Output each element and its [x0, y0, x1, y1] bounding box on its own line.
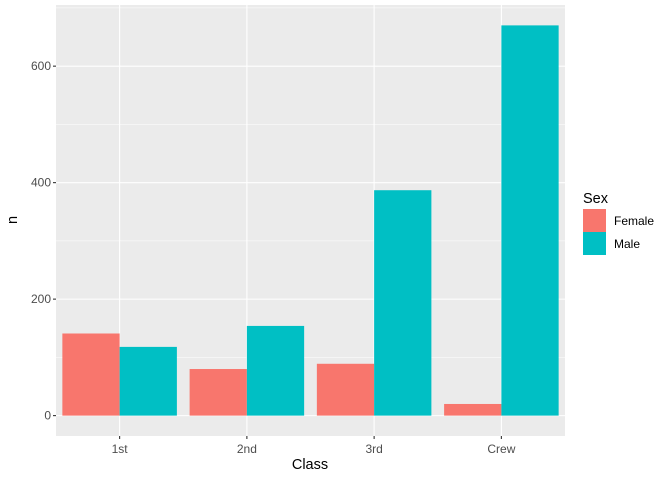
- x-tick-label: Crew: [487, 442, 515, 456]
- y-tick-label: 400: [31, 176, 51, 190]
- y-tick-label: 0: [44, 409, 51, 423]
- bar-male-1st: [119, 346, 177, 416]
- bar-female-2nd: [189, 369, 247, 416]
- y-tick-label: 200: [31, 292, 51, 306]
- x-axis: 1st 2nd 3rd Crew: [112, 436, 516, 456]
- x-tick-label: 1st: [112, 442, 129, 456]
- x-tick-label: 3rd: [365, 442, 382, 456]
- bar-male-crew: [501, 25, 559, 416]
- legend-label-female: Female: [614, 214, 654, 228]
- y-axis-title: n: [5, 216, 21, 224]
- legend-key-female: [583, 209, 606, 232]
- y-axis: 0 200 400 600: [31, 59, 56, 423]
- bar-female-crew: [444, 403, 502, 416]
- legend-label-male: Male: [614, 237, 640, 251]
- y-tick-label: 600: [31, 59, 51, 73]
- x-tick-label: 2nd: [237, 442, 257, 456]
- bar-male-3rd: [374, 190, 432, 416]
- legend: Sex Female Male: [583, 191, 654, 255]
- legend-title: Sex: [583, 191, 609, 207]
- bar-female-1st: [62, 333, 120, 416]
- x-axis-title: Class: [292, 457, 328, 473]
- bars: [62, 25, 559, 416]
- bar-female-3rd: [316, 363, 375, 416]
- legend-key-male: [583, 232, 606, 255]
- bar-male-2nd: [246, 325, 305, 416]
